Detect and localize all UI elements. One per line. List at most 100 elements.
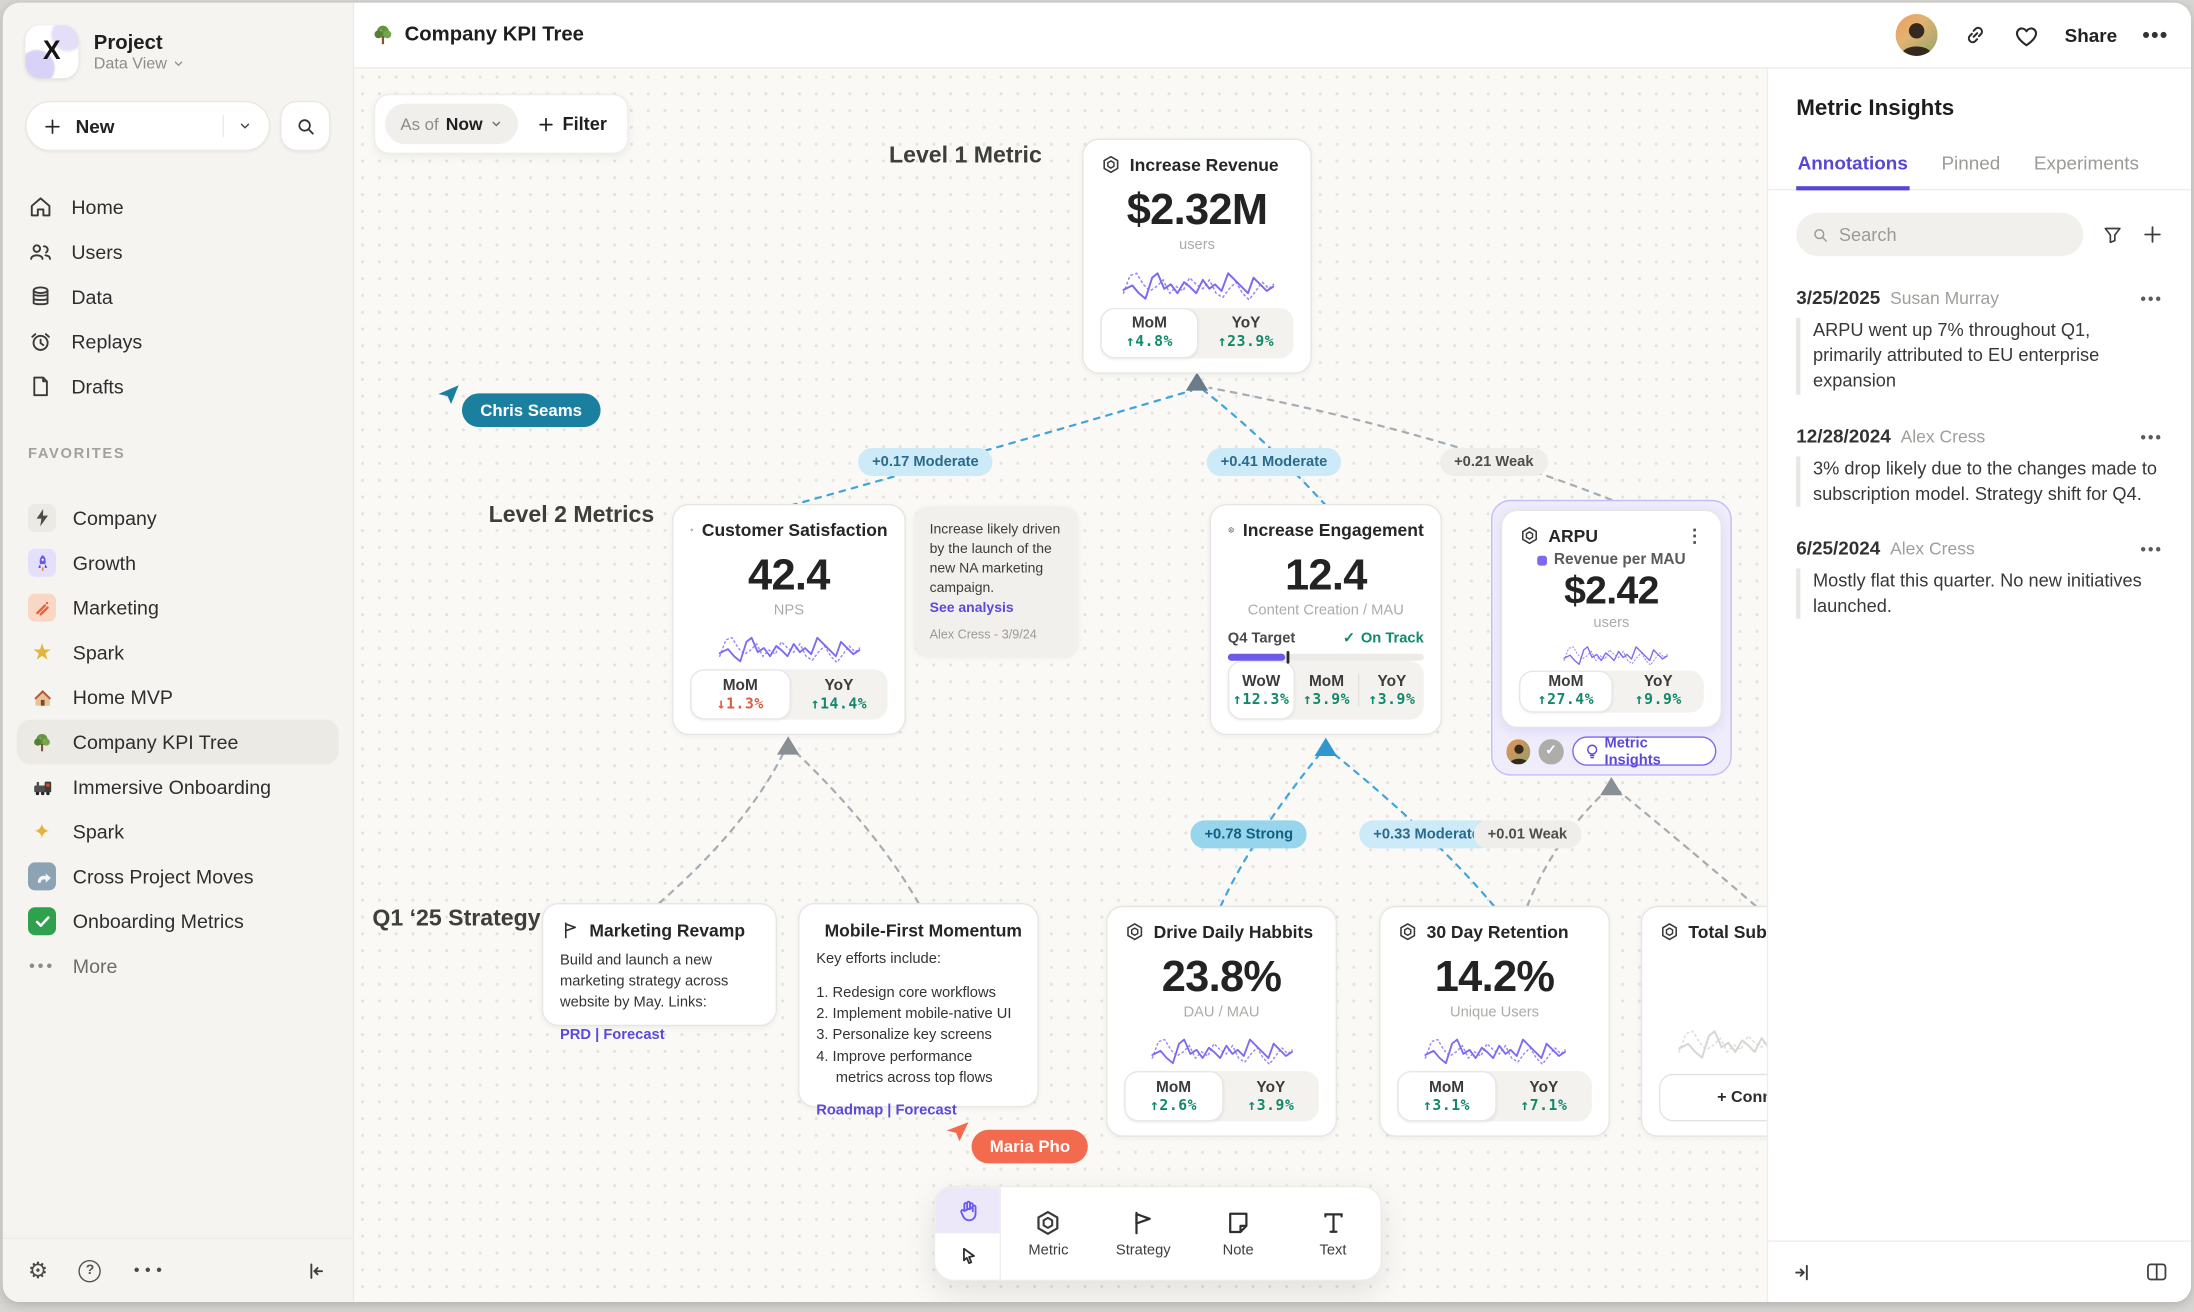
tool-metric[interactable]: Metric (1001, 1187, 1096, 1279)
metric-card-arpu-selection-frame[interactable]: ARPU ⋮ Revenue per MAU $2.42 users MoM ↑2… (1491, 499, 1732, 776)
sidebar-item-label: Data (71, 285, 113, 308)
stat-value: ↓1.3% (716, 695, 764, 713)
sidebar-item-immersive-onboarding[interactable]: Immersive Onboarding (17, 764, 339, 809)
annotation-menu-icon[interactable]: ••• (2140, 541, 2163, 559)
card-menu-icon[interactable]: ⋮ (1685, 524, 1704, 546)
stat-value: ↑4.8% (1125, 333, 1173, 351)
stat-row: MoM ↓1.3% YoY ↑14.4% (690, 669, 888, 720)
split-view-icon[interactable] (2145, 1261, 2169, 1282)
tab-pinned[interactable]: Pinned (1941, 152, 2001, 174)
search-input[interactable] (1838, 224, 2068, 245)
annotation-menu-icon[interactable]: ••• (2140, 291, 2163, 308)
pan-hand-tool[interactable] (935, 1187, 1000, 1234)
panel-title: Metric Insights (1796, 96, 1955, 121)
metric-card-30-day-retention[interactable]: 30 Day Retention 14.2% Unique Users MoM ↑… (1379, 905, 1610, 1137)
metric-icon (1100, 154, 1121, 175)
see-analysis-link[interactable]: See analysis (929, 600, 1014, 616)
avatar[interactable] (1895, 14, 1938, 56)
sidebar-item-company-kpi-tree[interactable]: Company KPI Tree (16, 719, 339, 765)
verified-check-badge: ✓ (1538, 738, 1564, 764)
metric-card-increase-engagement[interactable]: Increase Engagement 12.4 Content Creatio… (1209, 504, 1442, 735)
project-switcher[interactable]: X Project Data View (3, 3, 353, 79)
tool-strategy[interactable]: Strategy (1096, 1187, 1191, 1279)
stat-value: ↑3.9% (1368, 690, 1416, 708)
annotation-menu-icon[interactable]: ••• (2140, 429, 2163, 446)
metric-card-total-subscriptions[interactable]: Total Subscript + Connect (1640, 905, 1773, 1137)
metric-card-increase-revenue[interactable]: Increase Revenue $2.32M users MoM ↑4.8% Y… (1082, 138, 1312, 374)
overflow-menu-icon[interactable]: ••• (2142, 23, 2169, 47)
metric-card-customer-satisfaction[interactable]: Customer Satisfaction 42.4 NPS MoM ↓1.3% … (672, 504, 906, 735)
chevron-down-icon[interactable] (238, 119, 252, 133)
metric-value: 23.8% (1161, 952, 1282, 1001)
sidebar-item-growth[interactable]: Growth (17, 540, 339, 585)
legend-label: Revenue per MAU (1553, 551, 1686, 569)
sidebar-item-users[interactable]: Users (17, 230, 339, 275)
sidebar-item-spark[interactable]: ★ Spark (17, 630, 339, 675)
sidebar-item-cross-project-moves[interactable]: Cross Project Moves (17, 854, 339, 899)
workspace-name: Data View (93, 55, 167, 73)
sidebar-item-drafts[interactable]: Drafts (17, 364, 339, 409)
metric-unit: users (1179, 236, 1215, 254)
tab-annotations[interactable]: Annotations (1796, 144, 1910, 191)
metric-card-drive-daily-habbits[interactable]: Drive Daily Habbits 23.8% DAU / MAU MoM ↑… (1106, 905, 1337, 1137)
tool-text[interactable]: Text (1286, 1187, 1381, 1279)
stat-value: ↑23.9% (1217, 333, 1275, 351)
sidebar-item-spark-2[interactable]: ✦ Spark (17, 809, 339, 854)
annotation-item[interactable]: 6/25/2024 Alex Cress ••• Mostly flat thi… (1796, 538, 2163, 620)
sidebar-item-home[interactable]: Home (17, 185, 339, 230)
more-icon[interactable]: ••• (132, 1261, 166, 1280)
target-label: Q4 Target (1227, 630, 1296, 647)
metric-insights-button[interactable]: Metric Insights (1571, 734, 1717, 768)
favorite-heart-icon[interactable] (2013, 23, 2040, 47)
as-of-dropdown[interactable]: As of Now (385, 103, 518, 145)
new-button[interactable]: New (25, 100, 271, 152)
select-cursor-tool[interactable] (935, 1233, 999, 1279)
annotation-item[interactable]: 3/25/2025 Susan Murray ••• ARPU went up … (1796, 287, 2163, 395)
strategy-card-mobile-first-momentum[interactable]: Mobile-First Momentum Key efforts includ… (798, 903, 1039, 1119)
strategy-card-marketing-revamp[interactable]: Marketing Revamp Build and launch a new … (541, 903, 777, 1043)
metric-value: 14.2% (1434, 952, 1555, 1001)
stat-value: ↑7.1% (1520, 1097, 1568, 1114)
sidebar-item-label: Replays (71, 330, 143, 353)
sidebar-search-button[interactable] (280, 100, 331, 152)
tree-icon (374, 25, 392, 45)
copy-link-icon[interactable] (1962, 22, 1987, 47)
draft-file-icon (33, 376, 48, 397)
connect-button[interactable]: + Connect (1659, 1073, 1773, 1122)
stat-label: MoM (722, 677, 758, 694)
strategy-links[interactable]: Roadmap | Forecast (816, 1101, 957, 1119)
sidebar-item-marketing[interactable]: Marketing (17, 585, 339, 630)
sidebar-item-company[interactable]: Company (17, 496, 339, 541)
collapse-panel-icon[interactable] (1791, 1261, 1813, 1283)
metric-title: Total Subscript (1688, 921, 1773, 942)
sidebar-item-replays[interactable]: Replays (17, 319, 339, 364)
tool-label: Note (1222, 1241, 1254, 1259)
sidebar-item-data[interactable]: Data (17, 274, 339, 319)
help-icon[interactable]: ? (78, 1259, 102, 1282)
stat-value: ↑3.9% (1302, 690, 1351, 708)
edge-label: +0.17 Moderate (858, 448, 993, 476)
add-annotation-icon[interactable] (2142, 224, 2163, 245)
share-button[interactable]: Share (2064, 24, 2118, 46)
metric-card-arpu[interactable]: ARPU ⋮ Revenue per MAU $2.42 users MoM ↑2… (1500, 509, 1722, 728)
filter-funnel-icon[interactable] (2101, 223, 2123, 245)
sidebar-item-label: Company (72, 506, 157, 530)
add-filter-button[interactable]: Filter (537, 113, 607, 134)
sparkline-chart (691, 624, 887, 669)
tool-note[interactable]: Note (1191, 1187, 1286, 1279)
kpi-tree-canvas[interactable]: As of Now Filter Level 1 Metric Level 2 … (354, 68, 1773, 1302)
annotations-search[interactable] (1796, 212, 2084, 257)
sidebar-more-button[interactable]: ••• More (17, 944, 339, 989)
annotation-item[interactable]: 12/28/2024 Alex Cress ••• 3% drop likely… (1796, 425, 2163, 507)
collapse-sidebar-icon[interactable] (305, 1259, 327, 1281)
strategy-links[interactable]: PRD | Forecast (560, 1025, 665, 1043)
page-title: Company KPI Tree (404, 23, 584, 47)
annotation-note-card[interactable]: Increase likely driven by the launch of … (914, 506, 1078, 656)
sidebar-item-onboarding-metrics[interactable]: Onboarding Metrics (17, 899, 339, 944)
sidebar-item-home-mvp[interactable]: Home MVP (17, 675, 339, 720)
tab-experiments[interactable]: Experiments (2033, 152, 2139, 174)
settings-gear-icon[interactable]: ⚙ (28, 1256, 49, 1284)
home-icon (30, 197, 51, 217)
stat-label: YoY (1643, 673, 1673, 691)
avatar (1506, 738, 1531, 764)
